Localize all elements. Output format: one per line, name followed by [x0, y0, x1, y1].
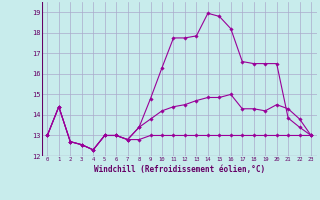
X-axis label: Windchill (Refroidissement éolien,°C): Windchill (Refroidissement éolien,°C)	[94, 165, 265, 174]
